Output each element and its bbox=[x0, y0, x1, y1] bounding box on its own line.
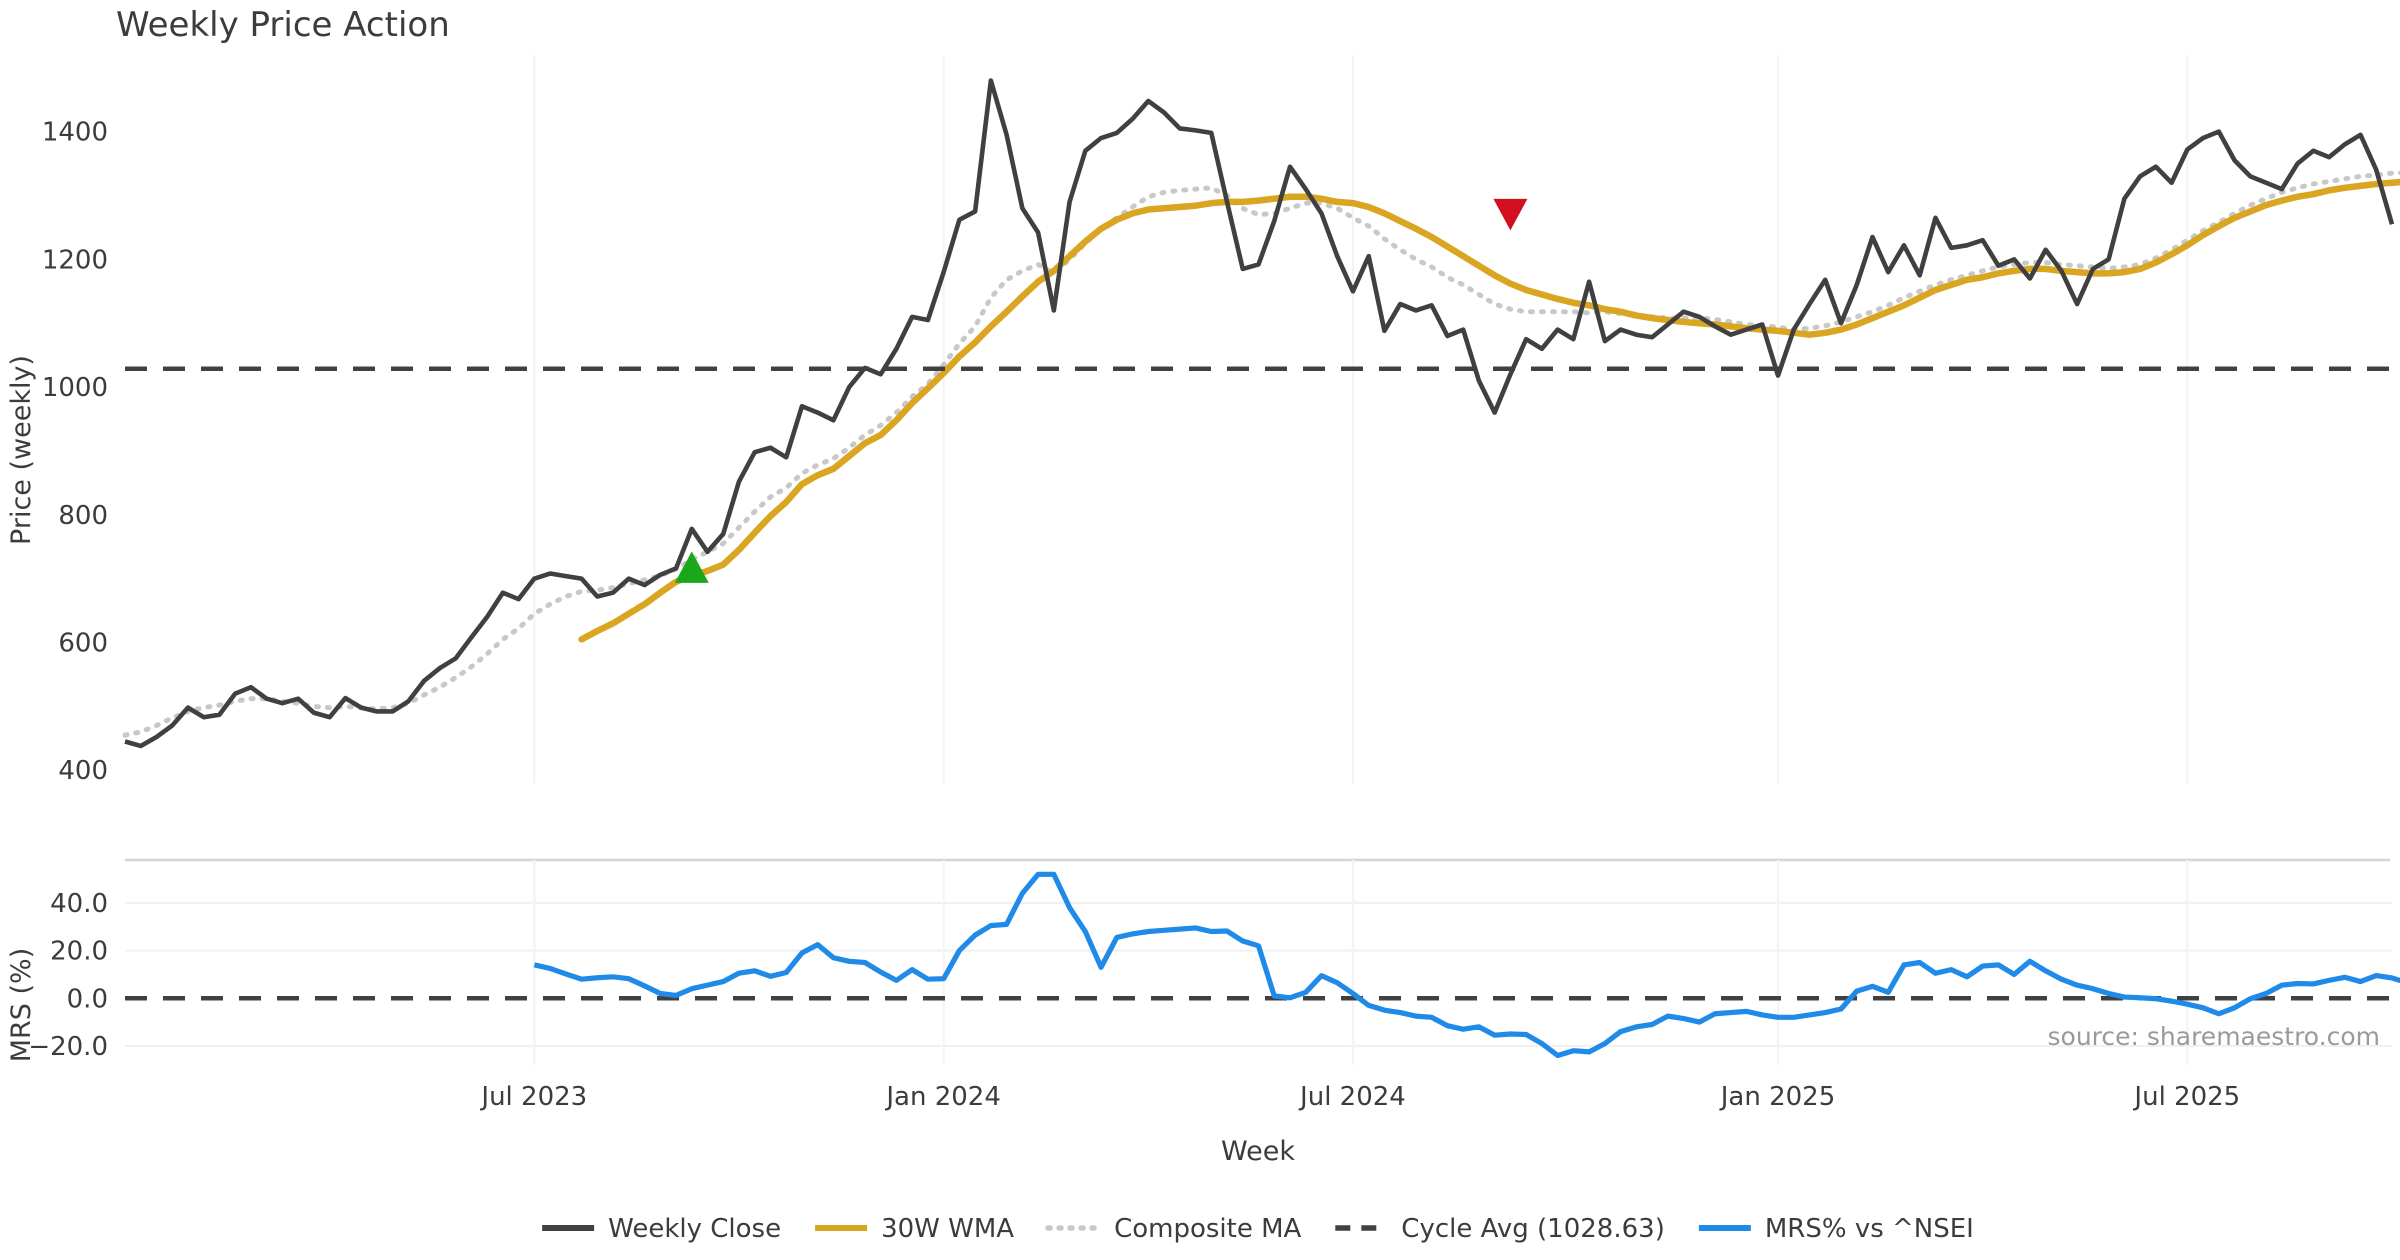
mrs-y-tick: 0.0 bbox=[67, 984, 108, 1014]
price-panel: 400 600 800 1000 1200 1400 Price (weekly) bbox=[6, 55, 2400, 786]
x-tick: Jul 2023 bbox=[479, 1082, 587, 1112]
buy-signal-marker bbox=[674, 551, 709, 583]
legend-item[interactable]: Weekly Close bbox=[542, 1214, 781, 1244]
price-axis-label: Price (weekly) bbox=[6, 355, 37, 545]
legend-item[interactable]: Composite MA bbox=[1045, 1214, 1302, 1244]
mrs-axis-label: MRS (%) bbox=[6, 948, 37, 1063]
mrs-vertical-gridlines bbox=[533, 860, 2189, 1065]
mrs-y-tick: 20.0 bbox=[50, 937, 108, 967]
legend-item[interactable]: MRS% vs ^NSEI bbox=[1698, 1214, 1974, 1244]
price-y-tick: 800 bbox=[58, 501, 108, 531]
weekly-close-line bbox=[124, 78, 2395, 749]
legend-label: Composite MA bbox=[1114, 1214, 1301, 1244]
price-y-tick-labels: 400 600 800 1000 1200 1400 bbox=[42, 118, 108, 787]
composite-ma-line bbox=[122, 170, 2400, 738]
page-title: Weekly Price Action bbox=[116, 5, 450, 45]
mrs-panel: −20.0 0.0 20.0 40.0 MRS (%) source: sharema… bbox=[6, 858, 2400, 1065]
wma30-line bbox=[578, 178, 2400, 643]
x-axis: Jul 2023 Jan 2024 Jul 2024 Jan 2025 Jul 2025… bbox=[479, 1082, 2240, 1167]
signal-markers bbox=[674, 198, 1528, 583]
x-axis-label: Week bbox=[1221, 1136, 1295, 1167]
price-y-tick: 1200 bbox=[42, 245, 108, 275]
price-y-tick: 400 bbox=[58, 756, 108, 786]
source-watermark: source: sharemaestro.com bbox=[2048, 1022, 2381, 1051]
mrs-y-tick: 40.0 bbox=[50, 889, 108, 919]
mrs-y-tick-labels: −20.0 0.0 20.0 40.0 bbox=[28, 889, 108, 1062]
price-y-tick: 1000 bbox=[42, 373, 108, 403]
price-y-tick: 1400 bbox=[42, 118, 108, 148]
x-tick: Jan 2024 bbox=[884, 1082, 1001, 1112]
mrs-line bbox=[533, 871, 2400, 1059]
price-y-tick: 600 bbox=[58, 629, 108, 659]
x-tick-labels: Jul 2023 Jan 2024 Jul 2024 Jan 2025 Jul 2025 bbox=[479, 1082, 2240, 1112]
x-tick: Jul 2025 bbox=[2132, 1082, 2240, 1112]
legend-item[interactable]: 30W WMA bbox=[815, 1214, 1014, 1244]
legend-label: 30W WMA bbox=[881, 1214, 1014, 1244]
price-vertical-gridlines bbox=[533, 55, 2189, 783]
x-tick: Jan 2025 bbox=[1719, 1082, 1836, 1112]
legend-item[interactable]: Cycle Avg (1028.63) bbox=[1335, 1214, 1665, 1244]
sell-signal-marker bbox=[1493, 198, 1528, 231]
legend-label: Weekly Close bbox=[608, 1214, 781, 1244]
legend-label: Cycle Avg (1028.63) bbox=[1401, 1214, 1665, 1244]
mrs-y-tick: −20.0 bbox=[28, 1032, 108, 1062]
legend-label: MRS% vs ^NSEI bbox=[1765, 1214, 1974, 1244]
x-tick: Jul 2024 bbox=[1298, 1082, 1406, 1112]
chart-legend: Weekly Close 30W WMA Composite MA Cycle Avg… bbox=[542, 1214, 1974, 1244]
